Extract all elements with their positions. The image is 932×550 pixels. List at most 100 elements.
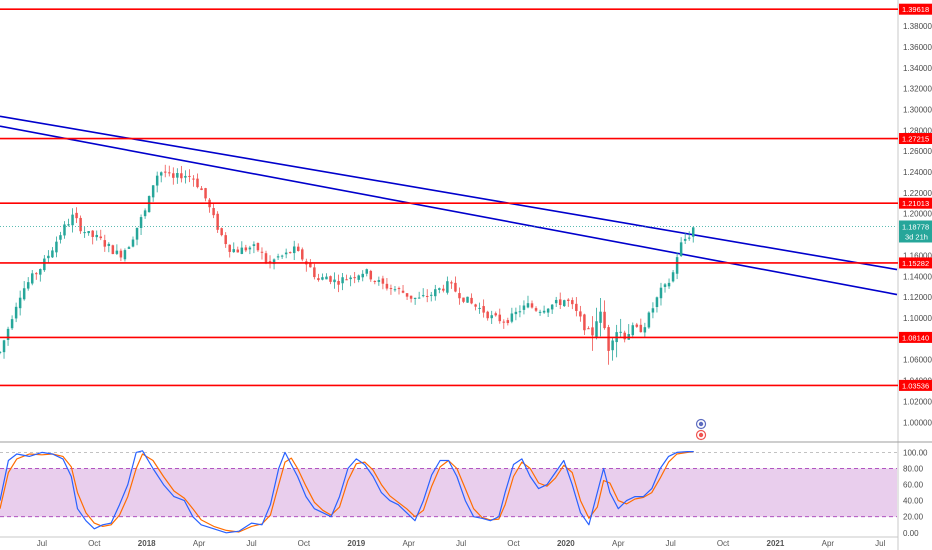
candle-body [264,253,268,263]
time-axis[interactable]: Jul Oct 2018 Apr Jul Oct 2019 Apr Jul Oct 2020 Apr J… [37,539,886,548]
candle-body [365,269,369,274]
candle [63,221,66,239]
level-badge-3[interactable]: 1.21013 [899,197,932,209]
level-badge-4[interactable]: 1.15282 [899,257,932,269]
candle-body [643,327,647,333]
candle [103,234,107,252]
candle-body [188,175,191,177]
candle-body [385,283,389,289]
candle [357,274,360,283]
level-badge-label: 1.27215 [902,135,929,144]
candle [502,319,506,329]
candle-body [474,304,477,307]
time-label: Apr [612,539,625,548]
candle-body [514,311,518,315]
candle [526,295,530,309]
trendline-2[interactable] [0,125,898,296]
level-badge-5[interactable]: 1.08140 [899,331,932,343]
candle [434,284,437,301]
candle [176,168,179,184]
candle-body [341,277,344,284]
candle-body [317,278,320,281]
stoch-d-line [0,451,694,533]
candle [611,337,614,361]
candle [498,308,502,324]
candle [623,330,626,343]
candle [123,248,127,262]
candle-body [417,297,421,299]
candle [538,309,542,316]
level-badge-2[interactable]: 1.27215 [899,133,932,145]
candle [313,263,316,280]
candle-body [313,267,316,278]
level-badge-1[interactable]: 1.39618 [899,3,932,15]
candle [180,165,183,183]
trendline-layer[interactable] [0,115,898,296]
candle [554,296,558,307]
level-badge-bg [899,3,932,15]
candle-body [631,325,635,336]
candle [381,275,385,290]
candle-body [434,289,437,297]
candle [317,273,320,282]
candle-body [353,277,356,279]
price-tick-label: 1.28000 [903,126,932,135]
candle [655,296,659,313]
price-tick-label: 1.32000 [903,85,932,94]
candle [95,230,98,241]
candle [115,244,119,255]
candle [349,275,352,287]
candle [567,298,570,307]
price-tick-label: 1.22000 [903,189,932,198]
candle [143,208,147,219]
candle-body [357,275,360,280]
candle-body [651,308,655,313]
candle [35,272,38,280]
candle [494,311,497,317]
candle [438,287,441,294]
candle [405,293,409,301]
time-label: 2021 [767,539,785,548]
candle-body [240,247,244,254]
candle-body [659,287,663,299]
stoch-tick-label: 20.00 [903,513,924,522]
candle-body [595,321,598,338]
level-badge-label: 1.03536 [902,381,929,390]
level-badge-6[interactable]: 1.03536 [899,379,932,391]
candle-body [35,273,38,275]
candle-body [526,303,530,308]
trendline-1[interactable] [0,115,898,271]
candle [514,307,518,321]
dividend-earnings-icon[interactable] [695,418,707,441]
candle [14,302,18,323]
price-tick-label: 1.14000 [903,272,932,281]
stoch-tick-label: 80.00 [903,465,924,474]
candle [224,232,227,248]
candle [421,288,425,298]
price-tick-label: 1.34000 [903,64,932,73]
price-tick-label: 1.00000 [903,418,932,427]
time-label: Apr [193,539,206,548]
time-label: 2019 [347,539,365,548]
time-label: 2020 [557,539,575,548]
candle-body [446,281,449,293]
candle-body [123,250,127,260]
candle-body [135,227,139,240]
candle [458,287,461,305]
candle [430,291,433,302]
candle-body [309,263,312,268]
horizontal-levels[interactable] [0,8,898,387]
candle [542,305,546,314]
indicator-icons[interactable] [695,418,707,441]
stoch-tick-label: 40.00 [903,497,924,506]
candle [18,290,22,316]
price-tick-label: 1.02000 [903,397,932,406]
price-axis[interactable]: 1.000001.020001.040001.060001.080001.100… [899,3,932,538]
candle-body [47,255,50,259]
candle-body [522,305,526,310]
candle [47,250,50,264]
candle-body [430,294,433,296]
